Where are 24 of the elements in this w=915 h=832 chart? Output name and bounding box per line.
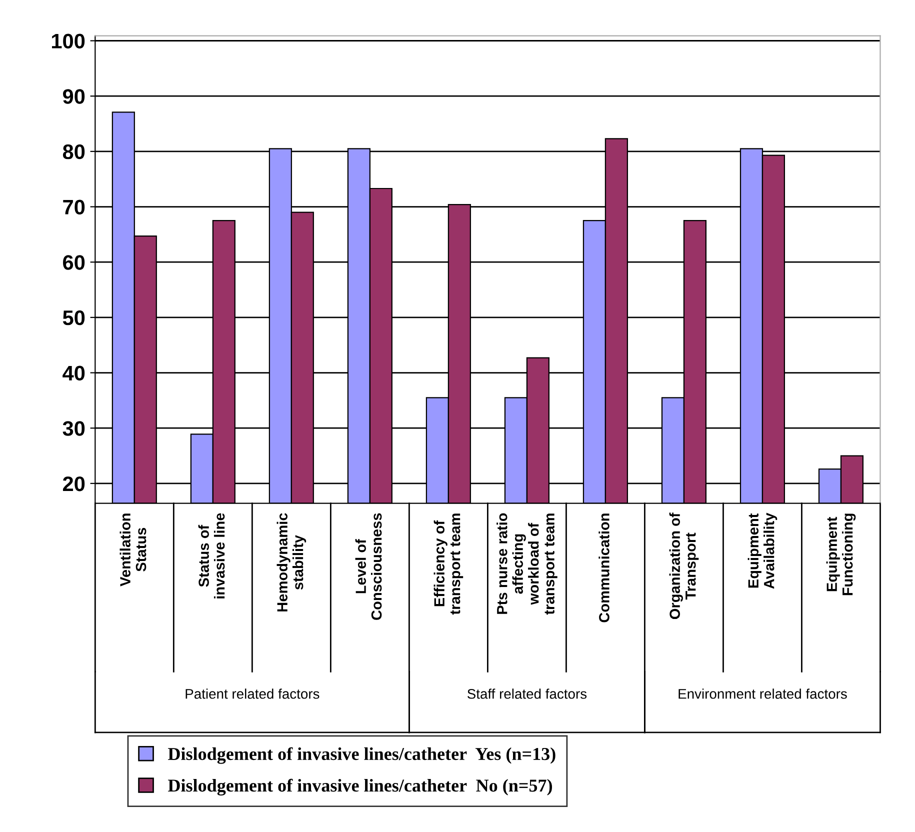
- y-tick-label: 40: [62, 366, 85, 381]
- y-tick-label: 50: [62, 310, 85, 326]
- legend-label: Dislodgement of invasive lines/catheter No (n=57): [168, 778, 552, 796]
- y-tick-label: 90: [62, 89, 85, 104]
- legend-label: Dislodgement of invasive lines/catheter Yes (n=13): [168, 747, 556, 764]
- x-tick-label: Communication: [598, 514, 610, 622]
- text: Patient related factors: [186, 688, 320, 699]
- x-tick-label: Pts nurse ratio affecting workload of transport team: [496, 513, 558, 615]
- y-tick-label: 70: [63, 200, 85, 215]
- x-tick-label: Equipment Functioning: [826, 514, 856, 596]
- y-tick-label: 60: [63, 255, 85, 270]
- text: Staff related factors: [467, 688, 587, 699]
- x-tick-label: Status of invasive line: [198, 513, 225, 598]
- y-tick-label: 100: [52, 34, 85, 49]
- x-tick-label: Organization of Transport: [669, 512, 699, 620]
- x-tick-label: Hemodynamic stability: [276, 513, 306, 612]
- y-tick-label: 20: [62, 476, 85, 492]
- x-tick-label: Ventilation Status: [120, 514, 146, 586]
- x-tick-label: Level of Consciousness: [355, 513, 382, 620]
- x-tick-label: Efficiency of transport team: [434, 514, 464, 615]
- x-tick-label: Equipment Availability: [748, 512, 778, 589]
- y-tick-label: 80: [62, 144, 85, 160]
- text: Environment related factors: [678, 688, 847, 699]
- y-tick-label: 30: [62, 421, 85, 436]
